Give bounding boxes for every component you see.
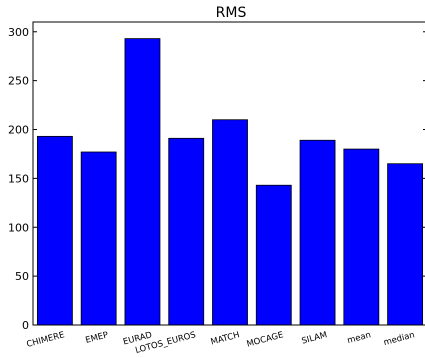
x-tick-label: median	[383, 330, 416, 348]
y-tick-label: 150	[8, 172, 29, 185]
x-tick-label: EMEP	[84, 330, 109, 346]
bar-eurad	[124, 38, 161, 326]
y-tick-label: 100	[8, 221, 29, 234]
bar-mean	[343, 148, 380, 326]
plot-area-frame	[32, 21, 425, 326]
x-tick-label: SILAM	[301, 330, 329, 346]
bar-emep	[80, 151, 117, 326]
x-tick-label: mean	[346, 330, 372, 346]
x-tick-label: MATCH	[210, 330, 241, 347]
y-tick-label: 250	[8, 75, 29, 88]
x-tick-label: CHIMERE	[26, 330, 66, 350]
bar-match	[212, 119, 248, 326]
bar-silam	[299, 139, 336, 326]
y-tick-label: 300	[8, 26, 29, 39]
bars-layer	[36, 38, 424, 326]
bar-median	[387, 163, 424, 326]
chart-title: RMS	[216, 5, 247, 21]
y-tick-label: 200	[8, 124, 29, 137]
bar-lotos-euros	[168, 137, 205, 326]
y-axis: 0 50 100 150 200 250 300	[8, 26, 425, 332]
bar-mocage	[255, 184, 292, 326]
x-tick-label: MOCAGE	[246, 330, 285, 349]
y-tick-label: 50	[15, 270, 29, 283]
bar-chimere	[36, 135, 73, 326]
y-tick-label: 0	[22, 319, 29, 332]
